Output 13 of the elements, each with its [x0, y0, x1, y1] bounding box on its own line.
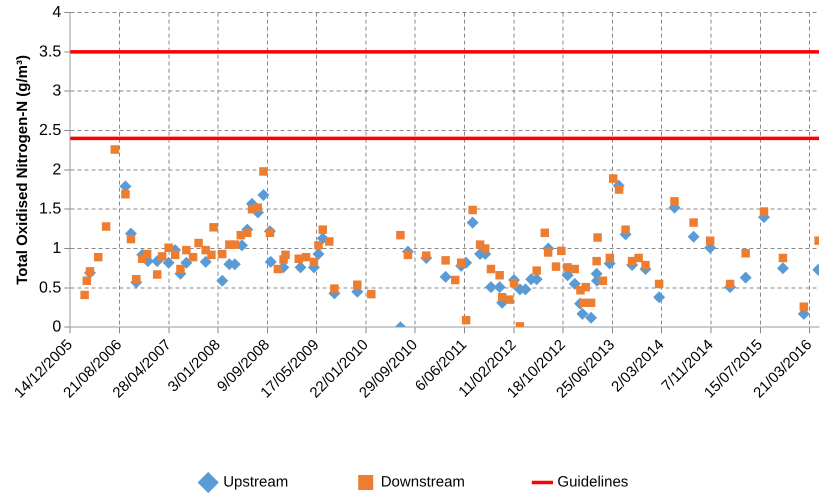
y-tick-label: 0.5: [38, 279, 62, 296]
y-tick-label: 1: [52, 240, 62, 257]
legend-label: Guidelines: [557, 474, 628, 491]
y-tick-label: 1.5: [38, 200, 62, 218]
y-tick-label: 2: [52, 161, 62, 178]
y-tick-label: 0: [52, 318, 62, 336]
y-tick-label: 2.5: [38, 122, 62, 139]
legend-label: Downstream: [380, 474, 465, 491]
y-tick-label: 3.5: [38, 43, 62, 60]
y-tick-label: 3: [52, 82, 62, 100]
legend-label: Upstream: [223, 474, 288, 491]
y-axis-title: Total Oxidised Nitrogen-N (g/m³): [14, 55, 32, 285]
y-tick-label: 4: [52, 4, 62, 22]
